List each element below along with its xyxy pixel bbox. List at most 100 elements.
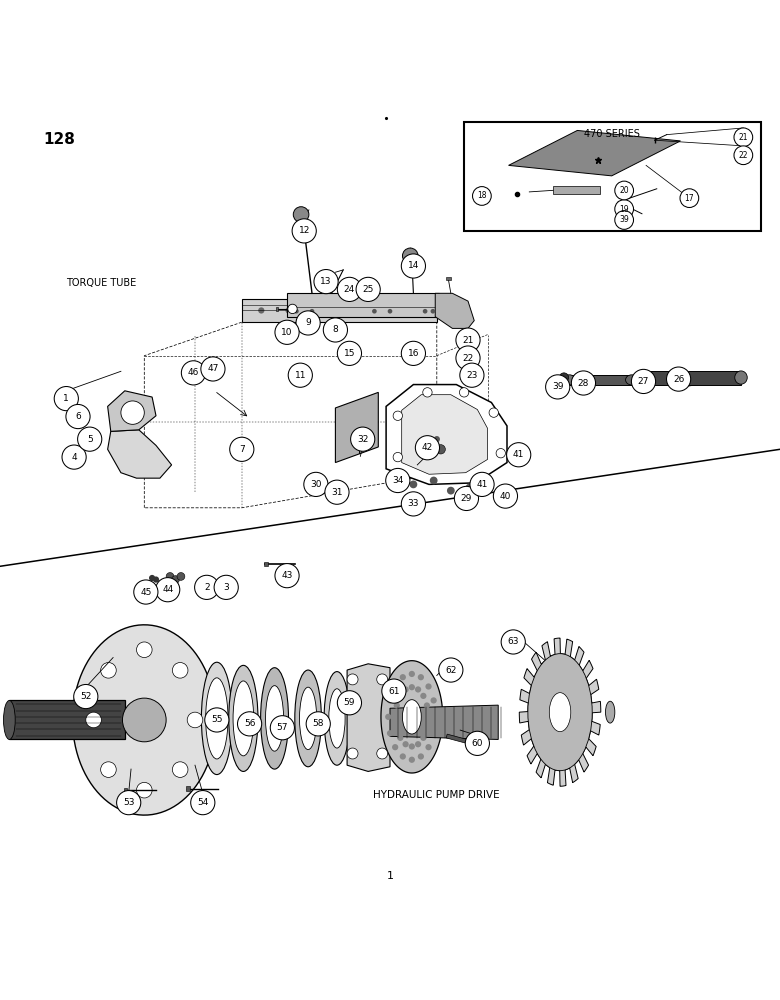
Circle shape [415, 686, 421, 693]
Circle shape [101, 663, 116, 678]
Text: 22: 22 [739, 151, 748, 160]
Text: 11: 11 [295, 371, 306, 380]
Text: 53: 53 [123, 798, 134, 807]
Text: 22: 22 [463, 354, 473, 363]
Polygon shape [386, 385, 507, 484]
Circle shape [502, 630, 526, 654]
Text: 21: 21 [739, 133, 748, 142]
Circle shape [420, 693, 427, 699]
Circle shape [386, 468, 410, 493]
Circle shape [402, 686, 409, 693]
Polygon shape [569, 375, 632, 385]
Text: 9: 9 [305, 318, 311, 327]
Text: 44: 44 [162, 585, 173, 594]
Text: 16: 16 [408, 349, 419, 358]
Circle shape [214, 575, 239, 599]
Circle shape [397, 693, 403, 699]
Circle shape [387, 730, 393, 736]
Polygon shape [9, 700, 125, 739]
Bar [124, 788, 127, 792]
Circle shape [409, 684, 415, 690]
Circle shape [306, 712, 330, 736]
Text: 40: 40 [500, 492, 511, 501]
Circle shape [447, 487, 455, 495]
Text: 470 SERIES: 470 SERIES [584, 129, 640, 139]
Polygon shape [402, 395, 488, 474]
Circle shape [393, 452, 402, 462]
Circle shape [632, 369, 655, 394]
Circle shape [338, 691, 361, 715]
Circle shape [55, 387, 79, 411]
Circle shape [204, 708, 229, 732]
Circle shape [494, 484, 518, 508]
Circle shape [117, 791, 141, 815]
Text: 61: 61 [388, 687, 399, 696]
Circle shape [207, 373, 215, 381]
Circle shape [418, 753, 424, 760]
Ellipse shape [637, 371, 650, 384]
Text: 46: 46 [188, 368, 199, 377]
Polygon shape [242, 299, 437, 322]
Text: 55: 55 [211, 715, 222, 724]
Bar [276, 307, 278, 311]
Circle shape [459, 363, 484, 387]
Text: 62: 62 [445, 666, 456, 675]
Text: 1: 1 [63, 394, 69, 403]
Circle shape [237, 712, 262, 736]
Text: 21: 21 [463, 336, 473, 345]
Text: 56: 56 [244, 719, 255, 728]
Circle shape [436, 445, 445, 454]
Text: 28: 28 [578, 378, 589, 387]
Ellipse shape [329, 689, 345, 748]
Text: 4: 4 [71, 453, 77, 462]
Circle shape [432, 714, 438, 720]
Circle shape [304, 472, 328, 496]
Circle shape [347, 748, 358, 759]
Circle shape [294, 309, 299, 314]
Circle shape [285, 307, 292, 314]
Ellipse shape [295, 670, 321, 767]
Text: 41: 41 [477, 480, 488, 489]
Text: 3: 3 [223, 583, 229, 592]
Text: 57: 57 [277, 723, 288, 732]
Circle shape [313, 307, 319, 314]
Circle shape [198, 366, 204, 372]
Circle shape [289, 363, 312, 387]
Bar [264, 562, 268, 566]
Text: 24: 24 [344, 285, 355, 294]
Polygon shape [644, 371, 741, 385]
Text: 39: 39 [552, 382, 563, 391]
Ellipse shape [735, 371, 747, 384]
Circle shape [296, 311, 320, 335]
Text: 58: 58 [313, 719, 324, 728]
Circle shape [347, 674, 358, 685]
Circle shape [456, 328, 480, 352]
Circle shape [559, 373, 569, 382]
Text: 23: 23 [466, 371, 477, 380]
Circle shape [153, 576, 159, 583]
Text: 128: 128 [43, 132, 75, 147]
Circle shape [392, 744, 399, 750]
Circle shape [314, 270, 338, 294]
Circle shape [394, 725, 400, 731]
Circle shape [382, 679, 406, 703]
Bar [287, 293, 439, 317]
Ellipse shape [4, 700, 16, 739]
Circle shape [78, 427, 101, 451]
Text: 2: 2 [204, 583, 210, 592]
Circle shape [155, 578, 179, 602]
Polygon shape [347, 664, 390, 771]
Text: 12: 12 [299, 226, 310, 235]
Circle shape [402, 492, 426, 516]
Bar [464, 122, 760, 231]
Circle shape [507, 443, 531, 467]
Circle shape [399, 674, 406, 680]
Circle shape [121, 401, 144, 424]
Circle shape [456, 346, 480, 370]
Text: 39: 39 [619, 215, 629, 224]
Text: 18: 18 [477, 191, 487, 200]
Circle shape [166, 573, 174, 580]
Text: 63: 63 [508, 637, 519, 646]
Circle shape [434, 436, 440, 442]
Circle shape [387, 697, 393, 704]
